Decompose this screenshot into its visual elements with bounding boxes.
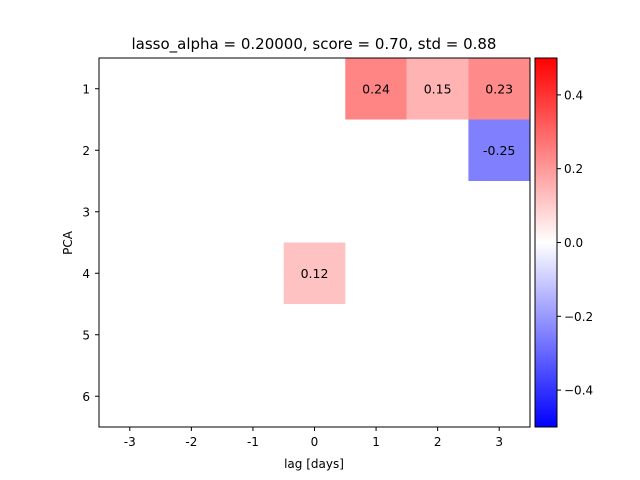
x-tick-label: -1 [247,435,259,449]
x-tick-label: 0 [311,435,319,449]
y-axis-label: PCA [61,230,75,255]
x-tick-label: 2 [434,435,442,449]
y-tick-label: 3 [82,205,90,219]
y-tick-label: 1 [82,82,90,96]
colorbar-tick-label: −0.4 [564,384,593,398]
y-axis-ticks: 1 2 3 4 5 6 [82,82,99,404]
cell-value-label: 0.15 [424,81,452,96]
colorbar-tick-label: 0.2 [564,162,583,176]
colorbar-tick-label: −0.2 [564,310,593,324]
x-tick-label: -3 [124,435,136,449]
heatmap-cell-labels: 0.24 0.15 0.23 -0.25 0.12 [301,81,516,281]
heatmap-cells [283,58,530,304]
colorbar-ticks: −0.4 −0.2 0.0 0.2 0.4 [557,88,593,398]
y-tick-label: 6 [82,390,90,404]
cell-value-label: 0.24 [362,81,390,96]
x-tick-label: 3 [495,435,503,449]
heatmap-cell [406,58,469,120]
heatmap-cell [468,119,530,181]
x-axis-ticks: -3 -2 -1 0 1 2 3 [124,427,503,449]
cell-value-label: -0.25 [483,143,515,158]
colorbar [534,57,558,428]
colorbar-tick-label: 0.4 [564,88,583,102]
cell-value-label: 0.12 [301,266,329,281]
heatmap-cell [283,242,346,304]
cell-value-label: 0.23 [485,81,513,96]
x-tick-label: 1 [372,435,380,449]
heatmap-cell [468,58,530,120]
x-axis-label: lag [days] [284,457,344,471]
colorbar-tick-label: 0.0 [564,236,583,250]
y-tick-label: 2 [82,144,90,158]
chart-title: lasso_alpha = 0.20000, score = 0.70, std… [132,35,497,54]
y-tick-label: 5 [82,328,90,342]
y-tick-label: 4 [82,267,90,281]
x-tick-label: -2 [185,435,197,449]
heatmap-cell [345,58,407,120]
